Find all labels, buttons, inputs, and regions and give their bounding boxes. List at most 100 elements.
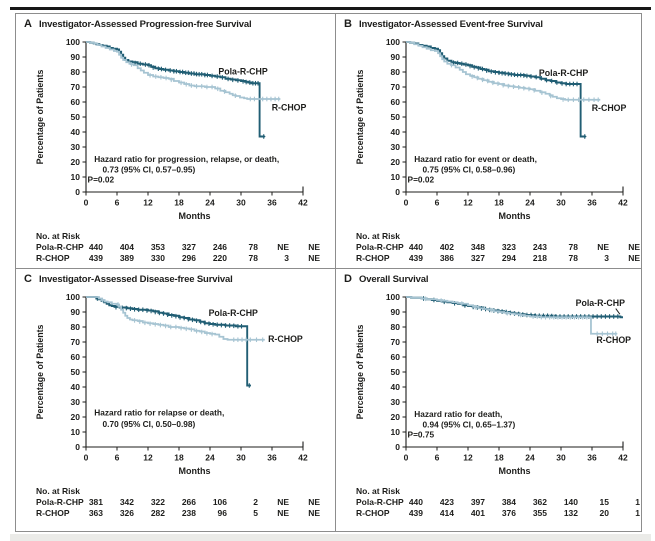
hazard-ratio-text: 0.75 (95% CI, 0.58–0.96) <box>423 165 516 175</box>
y-tick-label: 10 <box>391 172 401 182</box>
y-tick-label: 70 <box>71 82 81 92</box>
km-plot-os: 0 10 20 30 40 50 60 70 80 90 100 0 6 12 18 24 30 36 42 Mont… <box>355 292 631 476</box>
panel-d-header: D Overall Survival <box>344 273 429 285</box>
y-tick-label: 70 <box>71 337 81 347</box>
risk-value: 96 <box>217 507 227 518</box>
y-tick-label: 30 <box>391 397 401 407</box>
series-label-Pola-R-CHP: Pola-R-CHP <box>576 298 625 308</box>
risk-value: NE <box>628 252 640 263</box>
y-tick-label: 80 <box>391 67 401 77</box>
caption-strip <box>10 534 651 541</box>
risk-value: 246 <box>212 242 227 252</box>
x-axis-title: Months <box>179 211 211 221</box>
y-tick-label: 50 <box>391 367 401 377</box>
risk-value: 282 <box>150 507 165 518</box>
risk-value: 439 <box>408 507 423 518</box>
y-tick-label: 0 <box>75 442 80 452</box>
y-tick-label: 50 <box>71 112 81 122</box>
y-tick-label: 40 <box>71 382 81 392</box>
x-tick-label: 24 <box>205 453 215 463</box>
x-tick-label: 42 <box>298 198 308 208</box>
risk-value: NE <box>308 242 320 252</box>
risk-value: 15 <box>599 497 609 507</box>
panel-d-letter: D <box>344 273 352 285</box>
risk-value: 266 <box>181 497 196 507</box>
risk-value: 362 <box>532 497 547 507</box>
x-tick-label: 0 <box>84 198 89 208</box>
series-label-R-CHOP: R-CHOP <box>596 335 631 345</box>
risk-table-dfs: No. at Risk Pola-R-CHP 381 342 322 266 106 2 NE N… <box>16 485 335 525</box>
risk-value: 402 <box>439 242 454 252</box>
hazard-ratio-text: Hazard ratio for progression, relapse, o… <box>94 154 279 164</box>
y-tick-label: 40 <box>391 127 401 137</box>
hazard-ratio-text: Hazard ratio for event or death, <box>414 154 537 164</box>
y-tick-label: 20 <box>391 412 401 422</box>
risk-value: 440 <box>408 242 423 252</box>
hazard-ratio-text: Hazard ratio for relapse or death, <box>94 408 224 418</box>
risk-value: 243 <box>532 242 547 252</box>
panel-c: C Investigator-Assessed Disease-free Sur… <box>16 269 336 531</box>
y-tick-label: 0 <box>75 187 80 197</box>
x-tick-label: 6 <box>435 198 440 208</box>
x-tick-label: 42 <box>618 198 628 208</box>
panel-b: B Investigator-Assessed Event-free Survi… <box>336 14 641 269</box>
panel-b-header: B Investigator-Assessed Event-free Survi… <box>344 18 543 30</box>
risk-value: 294 <box>501 252 516 263</box>
risk-value: 78 <box>568 252 578 263</box>
risk-value: NE <box>308 497 320 507</box>
risk-value: NE <box>628 242 640 252</box>
x-tick-label: 24 <box>205 198 215 208</box>
risk-table-pfs: No. at Risk Pola-R-CHP 440 404 353 327 246 78 NE… <box>16 230 335 270</box>
y-tick-label: 100 <box>66 292 80 302</box>
risk-value: 1 <box>635 497 640 507</box>
panel-c-letter: C <box>24 273 32 285</box>
panel-a-letter: A <box>24 18 32 30</box>
x-tick-label: 0 <box>404 198 409 208</box>
y-tick-label: 20 <box>71 157 81 167</box>
risk-value: 78 <box>248 242 258 252</box>
risk-value: 3 <box>284 252 289 263</box>
series-label-R-CHOP: R-CHOP <box>272 102 307 112</box>
risk-value: NE <box>597 242 609 252</box>
km-curve-Pola-R-CHP <box>406 41 586 138</box>
x-tick-label: 36 <box>587 453 597 463</box>
risk-value: 439 <box>408 252 423 263</box>
x-tick-label: 30 <box>236 453 246 463</box>
risk-value: 401 <box>470 507 485 518</box>
y-tick-label: 10 <box>71 427 81 437</box>
x-tick-label: 12 <box>143 453 153 463</box>
y-tick-label: 30 <box>391 142 401 152</box>
x-tick-label: 36 <box>267 198 277 208</box>
series-label-Pola-R-CHP: Pola-R-CHP <box>209 308 258 318</box>
x-axis-title: Months <box>499 466 531 476</box>
risk-value: 296 <box>181 252 196 263</box>
risk-value: 218 <box>532 252 547 263</box>
km-curve-R-CHOP <box>86 296 265 341</box>
y-tick-label: 100 <box>66 37 80 47</box>
y-axis-title: Percentage of Patients <box>355 69 365 164</box>
x-tick-label: 12 <box>143 198 153 208</box>
y-tick-label: 80 <box>71 67 81 77</box>
y-tick-label: 10 <box>391 427 401 437</box>
x-tick-label: 0 <box>84 453 89 463</box>
y-tick-label: 90 <box>391 307 401 317</box>
km-plot-efs: 0 10 20 30 40 50 60 70 80 90 100 0 6 12 18 24 30 36 42 Mont… <box>355 37 628 221</box>
y-tick-label: 0 <box>395 187 400 197</box>
risk-value: 397 <box>470 497 485 507</box>
risk-value: 423 <box>439 497 454 507</box>
y-axis-title: Percentage of Patients <box>35 69 45 164</box>
x-tick-label: 0 <box>404 453 409 463</box>
x-tick-label: 30 <box>556 198 566 208</box>
x-tick-label: 36 <box>267 453 277 463</box>
risk-value: 327 <box>470 252 485 263</box>
panel-a: A Investigator-Assessed Progression-free… <box>16 14 336 269</box>
y-tick-label: 40 <box>391 382 401 392</box>
y-tick-label: 80 <box>391 322 401 332</box>
risk-value: 353 <box>150 242 165 252</box>
risk-value: 20 <box>599 507 609 518</box>
km-curve-Pola-R-CHP <box>86 41 265 138</box>
y-axis-title: Percentage of Patients <box>35 324 45 419</box>
panel-b-title: Investigator-Assessed Event-free Surviva… <box>358 19 543 30</box>
risk-row-label: R-CHOP <box>36 507 70 518</box>
risk-value: 323 <box>501 242 516 252</box>
